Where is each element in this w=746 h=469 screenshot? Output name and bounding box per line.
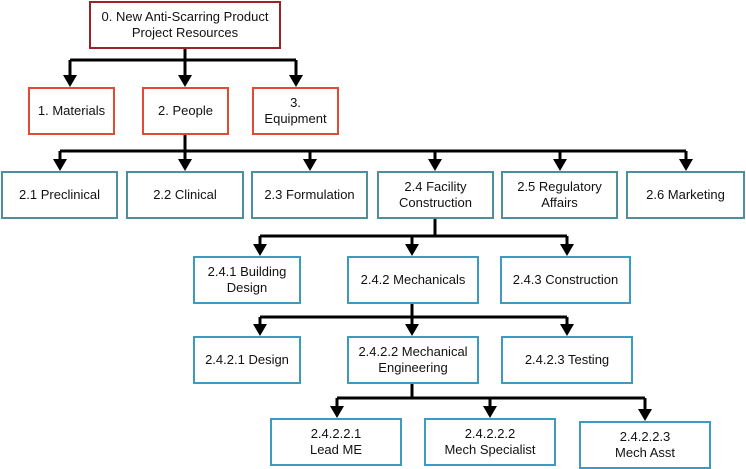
- node-people[interactable]: 2. People: [142, 87, 229, 135]
- connector-people: [58, 134, 688, 166]
- node-facility-construction[interactable]: 2.4 Facility Construction: [377, 171, 494, 219]
- node-building-design[interactable]: 2.4.1 Building Design: [193, 256, 301, 304]
- connector-facility: [258, 218, 569, 251]
- node-lead-me[interactable]: 2.4.2.2.1 Lead ME: [270, 418, 402, 466]
- node-materials[interactable]: 1. Materials: [28, 87, 115, 135]
- node-mech-specialist[interactable]: 2.4.2.2.2 Mech Specialist: [424, 418, 556, 466]
- node-regulatory-affairs[interactable]: 2.5 Regulatory Affairs: [501, 171, 618, 219]
- node-mechanicals[interactable]: 2.4.2 Mechanicals: [347, 256, 479, 304]
- node-marketing[interactable]: 2.6 Marketing: [626, 171, 745, 219]
- node-design[interactable]: 2.4.2.1 Design: [193, 336, 301, 384]
- node-equipment[interactable]: 3. Equipment: [252, 87, 339, 135]
- connector-root: [68, 48, 298, 82]
- node-clinical[interactable]: 2.2 Clinical: [126, 171, 244, 219]
- node-mech-asst[interactable]: 2.4.2.2.3 Mech Asst: [579, 421, 711, 469]
- node-formulation[interactable]: 2.3 Formulation: [251, 171, 368, 219]
- node-root[interactable]: 0. New Anti-Scarring Product Project Res…: [89, 1, 281, 49]
- node-construction[interactable]: 2.4.3 Construction: [500, 256, 631, 304]
- node-testing[interactable]: 2.4.2.3 Testing: [501, 336, 633, 384]
- node-mechanical-engineering[interactable]: 2.4.2.2 Mechanical Engineering: [347, 336, 479, 384]
- connector-mecheng: [335, 383, 647, 416]
- node-preclinical[interactable]: 2.1 Preclinical: [1, 171, 118, 219]
